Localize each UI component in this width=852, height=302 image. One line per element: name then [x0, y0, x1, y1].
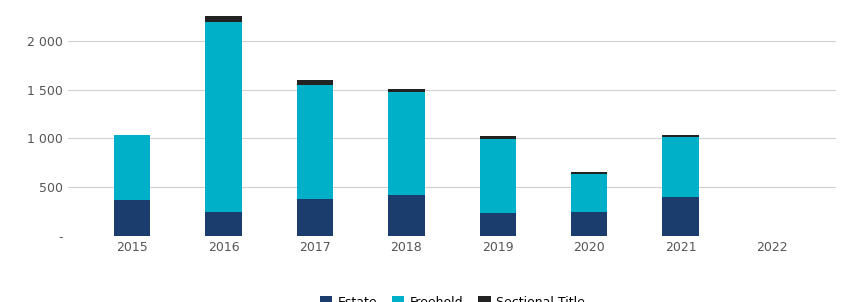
Bar	[479, 137, 515, 139]
Bar	[296, 80, 333, 85]
Bar	[479, 139, 515, 213]
Bar	[296, 85, 333, 199]
Bar	[205, 22, 242, 212]
Bar	[205, 16, 242, 22]
Bar	[296, 199, 333, 236]
Legend: Estate, Freehold, Sectional Title: Estate, Freehold, Sectional Title	[314, 291, 589, 302]
Bar	[388, 89, 424, 92]
Bar	[661, 197, 698, 236]
Bar	[114, 200, 150, 236]
Bar	[661, 136, 698, 137]
Bar	[661, 137, 698, 197]
Bar	[479, 213, 515, 236]
Bar	[388, 195, 424, 236]
Bar	[388, 92, 424, 195]
Bar	[114, 136, 150, 200]
Bar	[570, 172, 607, 174]
Bar	[570, 174, 607, 212]
Bar	[570, 212, 607, 236]
Bar	[205, 212, 242, 236]
